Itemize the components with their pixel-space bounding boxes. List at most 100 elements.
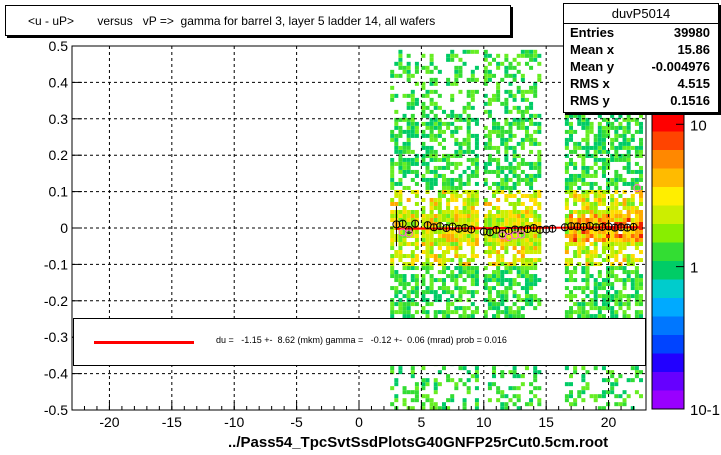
heat-cell <box>496 53 501 58</box>
heat-cell <box>492 234 497 239</box>
heat-cell <box>433 133 438 138</box>
heat-cell <box>474 141 479 146</box>
heat-cell <box>402 282 407 287</box>
heat-cell <box>577 153 582 158</box>
heat-cell <box>564 230 569 235</box>
heat-cell <box>524 129 529 134</box>
heat-cell <box>454 306 459 311</box>
heat-cell <box>564 201 569 206</box>
heat-cell <box>573 177 578 182</box>
heat-cell <box>462 278 467 283</box>
heat-cell <box>466 89 471 94</box>
heat-cell <box>470 221 475 226</box>
heat-cell <box>470 161 475 166</box>
heat-cell <box>487 217 492 222</box>
heat-cell <box>585 238 590 243</box>
heat-cell <box>454 113 459 118</box>
heat-cell <box>487 109 492 114</box>
heat-cell <box>529 105 534 110</box>
heat-cell <box>394 378 399 383</box>
heat-cell <box>569 137 574 142</box>
heat-cell <box>433 121 438 126</box>
heat-cell <box>581 161 586 166</box>
heat-cell <box>410 266 415 271</box>
heat-cell <box>425 185 430 190</box>
heat-cell <box>429 406 434 411</box>
heat-cell <box>516 266 521 271</box>
heat-cell <box>564 278 569 283</box>
heat-cell <box>390 266 395 271</box>
heat-cell <box>406 125 411 130</box>
heat-cell <box>437 193 442 198</box>
heat-cell <box>639 394 644 399</box>
heat-cell <box>433 217 438 222</box>
heat-cell <box>634 258 639 263</box>
heat-cell <box>458 254 463 259</box>
heat-cell <box>589 173 594 178</box>
heat-cell <box>414 65 419 70</box>
heat-cell <box>474 121 479 126</box>
heat-cell <box>569 125 574 130</box>
heat-cell <box>512 238 517 243</box>
heat-cell <box>601 286 606 291</box>
heat-cell <box>402 230 407 235</box>
heat-cell <box>446 398 451 403</box>
heat-cell <box>610 370 615 375</box>
heat-cell <box>394 201 399 206</box>
heat-cell <box>537 157 542 162</box>
heat-cell <box>433 213 438 218</box>
heat-cell <box>496 121 501 126</box>
heat-cell <box>533 230 538 235</box>
heat-cell <box>470 133 475 138</box>
heat-cell <box>474 77 479 82</box>
heat-cell <box>437 310 442 315</box>
heat-cell <box>537 129 542 134</box>
heat-cell <box>618 113 623 118</box>
heat-cell <box>414 153 419 158</box>
heat-cell <box>537 298 542 303</box>
heat-cell <box>474 49 479 54</box>
heat-cell <box>446 234 451 239</box>
heat-cell <box>500 129 505 134</box>
heat-cell <box>529 205 534 210</box>
heat-cell <box>390 306 395 311</box>
heat-cell <box>610 125 615 130</box>
profile-point <box>467 225 476 234</box>
heat-cell <box>581 197 586 202</box>
heat-cell <box>425 181 430 186</box>
heat-cell <box>573 201 578 206</box>
heat-cell <box>462 270 467 275</box>
heat-cell <box>437 213 442 218</box>
heat-cell <box>520 298 525 303</box>
heat-cell <box>529 390 534 395</box>
heat-cell <box>474 266 479 271</box>
heat-cell <box>537 173 542 178</box>
heat-cell <box>390 402 395 407</box>
heat-cell <box>414 290 419 295</box>
color-scale-band <box>652 150 684 169</box>
heat-cell <box>597 217 602 222</box>
heat-cell <box>421 234 426 239</box>
heat-cell <box>639 378 644 383</box>
heat-cell <box>516 85 521 90</box>
heat-cell <box>524 97 529 102</box>
heat-cell <box>390 386 395 391</box>
heat-cell <box>639 250 644 255</box>
heat-cell <box>581 398 586 403</box>
heat-cell <box>614 153 619 158</box>
heat-cell <box>585 230 590 235</box>
heat-cell <box>593 173 598 178</box>
heat-cell <box>458 113 463 118</box>
heat-cell <box>516 61 521 66</box>
heat-cell <box>520 230 525 235</box>
heat-cell <box>593 161 598 166</box>
heat-cell <box>520 209 525 214</box>
heat-cell <box>593 213 598 218</box>
heat-cell <box>533 238 538 243</box>
heat-cell <box>433 230 438 235</box>
heat-cell <box>504 394 509 399</box>
heat-cell <box>520 250 525 255</box>
heat-cell <box>569 217 574 222</box>
heat-cell <box>458 145 463 150</box>
heat-cell <box>524 49 529 54</box>
